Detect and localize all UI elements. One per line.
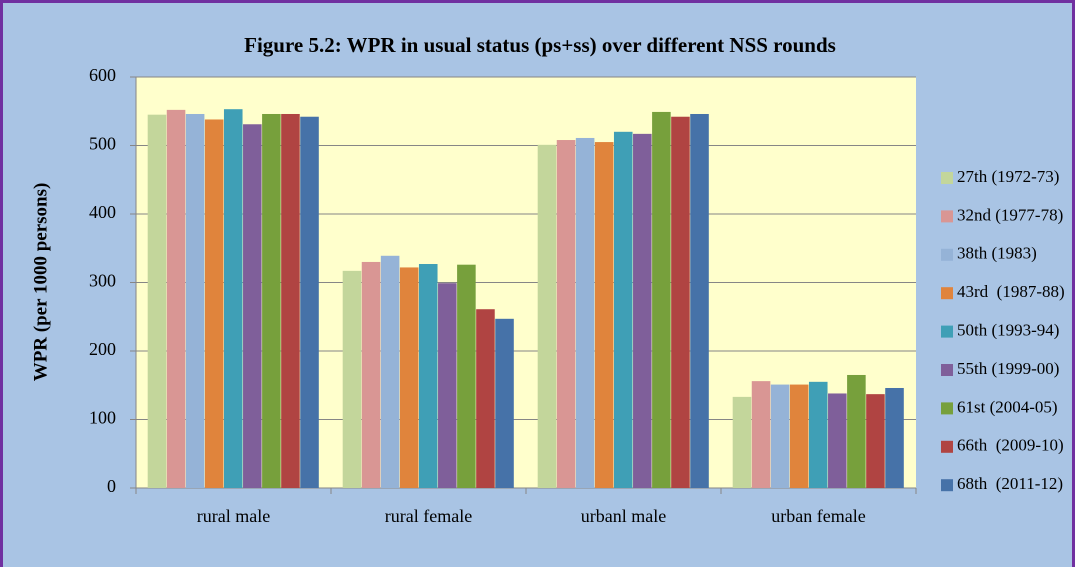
y-tick-label: 200	[89, 339, 116, 359]
y-tick-label: 100	[89, 408, 116, 428]
x-tick-label: rural male	[197, 506, 270, 526]
bar	[613, 131, 633, 489]
bar	[808, 381, 828, 488]
bar	[457, 264, 476, 488]
bar	[185, 113, 205, 489]
chart-title: Figure 5.2: WPR in usual status (ps+ss) …	[244, 33, 836, 57]
bar	[770, 384, 790, 488]
legend-label: 38th (1983)	[957, 244, 1037, 263]
legend-label: 50th (1993-94)	[957, 321, 1059, 340]
bar	[633, 133, 652, 489]
legend-label: 55th (1999-00)	[957, 359, 1059, 378]
bar	[281, 113, 300, 489]
legend-swatch	[941, 210, 953, 223]
y-axis-label: WPR (per 1000 persons)	[30, 183, 51, 382]
legend-label: 68th (2011-12)	[957, 474, 1063, 493]
legend-swatch	[941, 172, 953, 184]
bar	[828, 393, 847, 488]
bar	[204, 119, 224, 488]
legend-swatch	[941, 479, 953, 492]
bar	[300, 116, 319, 488]
bar	[166, 109, 186, 488]
y-tick-label: 0	[107, 476, 116, 496]
bar	[690, 113, 709, 489]
bar	[885, 387, 904, 488]
y-tick-label: 400	[89, 202, 116, 222]
bar	[342, 270, 362, 488]
bar	[418, 264, 438, 488]
bar	[262, 113, 281, 489]
bar	[732, 396, 752, 488]
bar	[399, 267, 419, 488]
bar	[147, 114, 167, 489]
legend-label: 43rd (1987-88)	[957, 282, 1065, 301]
bar	[594, 142, 614, 488]
legend-label: 61st (2004-05)	[957, 397, 1058, 416]
bar	[380, 255, 400, 488]
legend-label: 32nd (1977-78)	[957, 205, 1063, 224]
legend-swatch	[941, 287, 953, 300]
x-tick-label: rural female	[385, 506, 472, 526]
bar	[438, 283, 457, 488]
bar	[671, 116, 690, 488]
legend-swatch	[941, 364, 953, 376]
legend-swatch	[941, 402, 953, 415]
bar	[847, 374, 866, 488]
bar	[223, 109, 243, 488]
y-tick-label: 600	[89, 65, 116, 85]
bar	[866, 394, 885, 488]
bar	[556, 140, 576, 488]
x-tick-label: urban female	[771, 506, 865, 526]
bar	[751, 381, 771, 488]
bar	[361, 261, 381, 488]
bar	[652, 111, 671, 488]
bar	[575, 137, 595, 488]
x-tick-label: urbanl male	[581, 506, 666, 526]
bar	[537, 144, 557, 488]
bar	[243, 124, 262, 488]
bar	[789, 384, 809, 488]
legend-swatch	[941, 440, 953, 453]
legend-swatch	[941, 248, 953, 261]
y-tick-label: 500	[89, 134, 116, 154]
legend-label: 27th (1972-73)	[957, 167, 1059, 186]
legend-label: 66th (2009-10)	[957, 436, 1064, 455]
y-tick-label: 300	[89, 271, 116, 291]
bar	[476, 309, 495, 488]
bar	[495, 318, 514, 488]
legend-swatch	[941, 325, 953, 338]
